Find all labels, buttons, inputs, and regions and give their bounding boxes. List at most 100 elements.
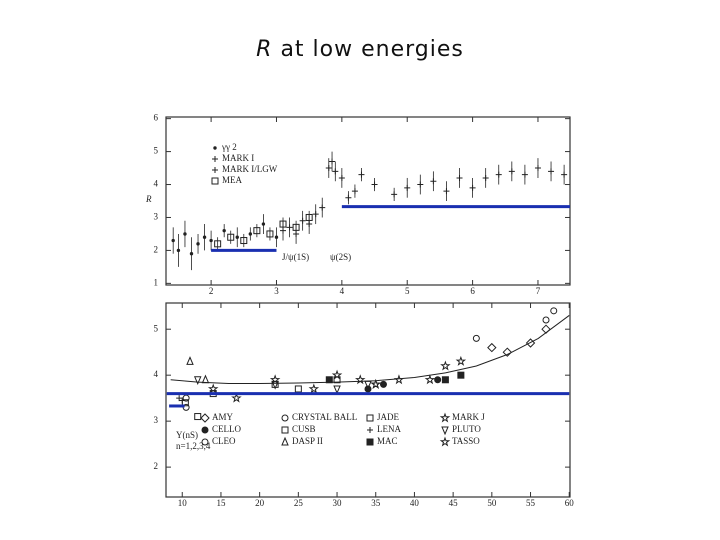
data-point: [286, 224, 293, 231]
x-tick-label: 50: [487, 498, 497, 508]
data-point: [332, 168, 339, 175]
data-point: [248, 232, 253, 236]
data-point: [227, 233, 235, 241]
data-point: [542, 316, 550, 324]
y-tick-label: 4: [154, 179, 159, 189]
legend-label: CUSB: [292, 424, 316, 434]
data-point: [541, 324, 551, 334]
legend-label: DASP II: [292, 436, 323, 446]
legend-label: MAC: [377, 436, 398, 446]
title-text: at low energies: [280, 37, 463, 62]
slide-title: R at low energies: [256, 37, 464, 62]
x-tick-label: 20: [255, 498, 265, 508]
legend-label: MARK J: [452, 412, 485, 422]
x-tick-label: 4: [340, 286, 345, 296]
data-point: [521, 171, 528, 178]
data-point: [294, 385, 302, 393]
data-point: [404, 184, 411, 191]
data-point: [299, 217, 306, 224]
legend-marker: [439, 412, 451, 423]
data-point: [424, 374, 436, 385]
data-point: [202, 235, 207, 239]
x-tick-label: 6: [470, 286, 475, 296]
legend-label: γγ 2: [221, 142, 237, 152]
legend-marker: [212, 167, 218, 173]
legend-label: CRYSTAL BALL: [292, 412, 357, 422]
data-point: [176, 248, 181, 253]
title-symbol: R: [256, 37, 272, 62]
legend-marker: [439, 436, 451, 447]
legend-marker: [201, 438, 209, 446]
data-point: [305, 213, 313, 221]
data-point: [495, 171, 502, 178]
legend-marker: [200, 413, 210, 423]
y-tick-label: 5: [154, 323, 159, 333]
legend-marker: [367, 427, 373, 433]
y-tick-label: 3: [154, 212, 159, 222]
data-point: [253, 227, 261, 235]
curve: [211, 205, 570, 252]
plot-frame: [165, 116, 571, 286]
legend-marker: [211, 177, 219, 185]
data-point: [358, 171, 365, 178]
legend-label: MARK I/LGW: [222, 164, 278, 174]
data-point: [214, 240, 222, 248]
data-point: [345, 194, 352, 201]
y-tick-label: 3: [154, 415, 159, 425]
data-point: [201, 374, 210, 384]
data-point: [207, 383, 219, 394]
data-point: [319, 204, 326, 211]
data-point: [312, 211, 319, 218]
legend-marker: [213, 146, 217, 150]
data-point: [176, 395, 183, 402]
data-point: [231, 392, 242, 403]
x-tick-label: 30: [333, 498, 343, 508]
x-tick-label: 2: [209, 286, 214, 296]
legend-marker: [281, 436, 289, 446]
legend-marker: [212, 156, 218, 162]
annotation: J/ψ(1S): [282, 252, 309, 262]
data-point: [331, 369, 343, 380]
data-point: [325, 165, 332, 172]
data-point: [193, 376, 202, 386]
curve: [170, 315, 570, 384]
legend-marker: [281, 414, 289, 422]
x-tick-label: 5: [405, 286, 410, 296]
x-tick-label: 3: [274, 286, 279, 296]
data-point: [482, 174, 489, 181]
data-point: [194, 413, 202, 421]
data-point: [417, 181, 424, 188]
data-point: [261, 222, 266, 226]
data-point: [441, 376, 449, 384]
y-tick-label: 2: [154, 244, 159, 254]
data-point: [183, 232, 187, 236]
data-point: [240, 237, 248, 245]
legend-marker: [201, 426, 209, 434]
data-point: [279, 220, 287, 228]
data-point: [266, 230, 274, 238]
y-tick-label: 6: [154, 113, 159, 123]
data-point: [274, 235, 279, 239]
data-point: [182, 394, 190, 402]
data-point: [434, 376, 442, 384]
x-tick-label: 45: [449, 498, 459, 508]
data-point: [548, 168, 555, 175]
x-tick-label: 35: [371, 498, 381, 508]
data-point: [508, 168, 515, 175]
legend-label: JADE: [377, 412, 400, 422]
data-point: [525, 338, 536, 348]
y-tick-label: 4: [154, 369, 159, 379]
data-point: [487, 342, 497, 353]
data-point: [333, 385, 341, 395]
data-point: [235, 235, 239, 239]
legend-label: MARK I: [222, 153, 254, 163]
data-point: [179, 397, 186, 404]
legend-label: MEA: [222, 175, 243, 185]
y-axis-label: R: [145, 194, 152, 204]
x-tick-label: 60: [565, 498, 575, 508]
data-point: [443, 188, 450, 195]
data-point: [379, 380, 387, 388]
data-point: [222, 228, 226, 233]
data-point: [269, 374, 281, 385]
legend-marker: [281, 426, 289, 434]
